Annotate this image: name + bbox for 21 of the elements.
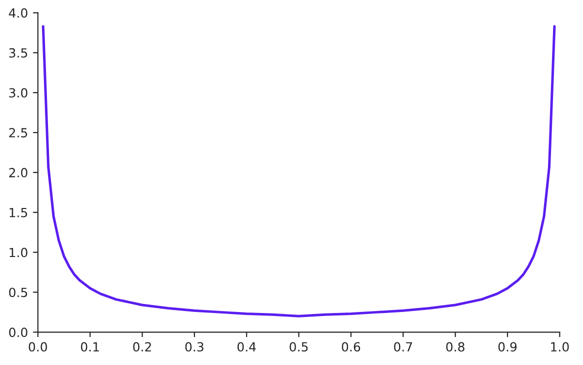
x-tick-label: 0.9 — [498, 342, 517, 352]
x-tick-label: 0.2 — [133, 342, 151, 352]
x-tick-label: 0.0 — [28, 342, 48, 352]
x-tick-label: 0.5 — [290, 342, 308, 352]
x-tick-label: 0.7 — [394, 342, 412, 352]
x-tick-label: 1.0 — [551, 342, 569, 352]
x-tick-label: 0.1 — [80, 342, 99, 352]
x-tick-label: 0.8 — [446, 342, 464, 352]
y-tick-label: 0.0 — [9, 328, 28, 338]
y-tick-label: 0.5 — [9, 288, 28, 298]
y-tick-label: 1.0 — [10, 248, 28, 258]
y-tick-label: 2.0 — [9, 168, 28, 178]
x-tick-label: 0.3 — [185, 342, 204, 352]
y-tick-label: 3.5 — [9, 48, 28, 58]
y-tick-label: 4.0 — [8, 8, 28, 18]
y-tick-label: 2.5 — [9, 128, 28, 138]
y-tick-label: 3.0 — [9, 88, 28, 98]
x-tick-label: 0.4 — [237, 342, 256, 352]
y-tick-label: 1.5 — [10, 208, 28, 218]
x-tick-label: 0.6 — [342, 342, 360, 352]
line-series — [42, 25, 556, 318]
